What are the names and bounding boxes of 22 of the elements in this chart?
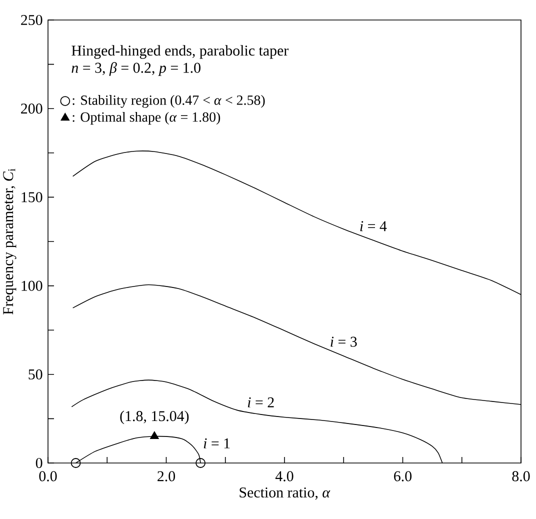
y-tick-label: 100 <box>22 280 42 291</box>
legend-label: : Optimal shape (α = 1.80) <box>72 112 220 125</box>
series-label: i = 3 <box>330 336 357 347</box>
x-axis-title: Section ratio, α <box>240 487 330 500</box>
annotation: (1.8, 15.04) <box>120 410 189 424</box>
series-label: i = 1 <box>204 438 230 448</box>
x-tick-label: 4.0 <box>275 471 294 482</box>
x-tick-label: 2.0 <box>158 471 176 482</box>
y-axis-title: Frequency parameter, C$_{i}$ <box>3 168 16 315</box>
x-tick-label: 8.0 <box>512 471 530 482</box>
y-tick-label: 200 <box>21 104 42 114</box>
y-tick-label: 250 <box>21 14 42 26</box>
series-label: i = 4 <box>360 221 387 232</box>
x-tick-label: 0.0 <box>39 471 57 482</box>
y-tick-label: 150 <box>22 192 42 202</box>
legend-label: : Stability region (0.47 < α < 2.58) <box>72 95 265 108</box>
series-label: i = 2 <box>248 397 274 408</box>
y-tick-label: 0 <box>36 458 42 468</box>
x-tick-label: 6.0 <box>394 471 412 482</box>
annotation: Hinged-hinged ends, parabolic taper <box>72 45 289 59</box>
y-tick-label: 50 <box>28 369 42 380</box>
annotation: n = 3, β = 0.2, p = 1.0 <box>72 62 200 76</box>
